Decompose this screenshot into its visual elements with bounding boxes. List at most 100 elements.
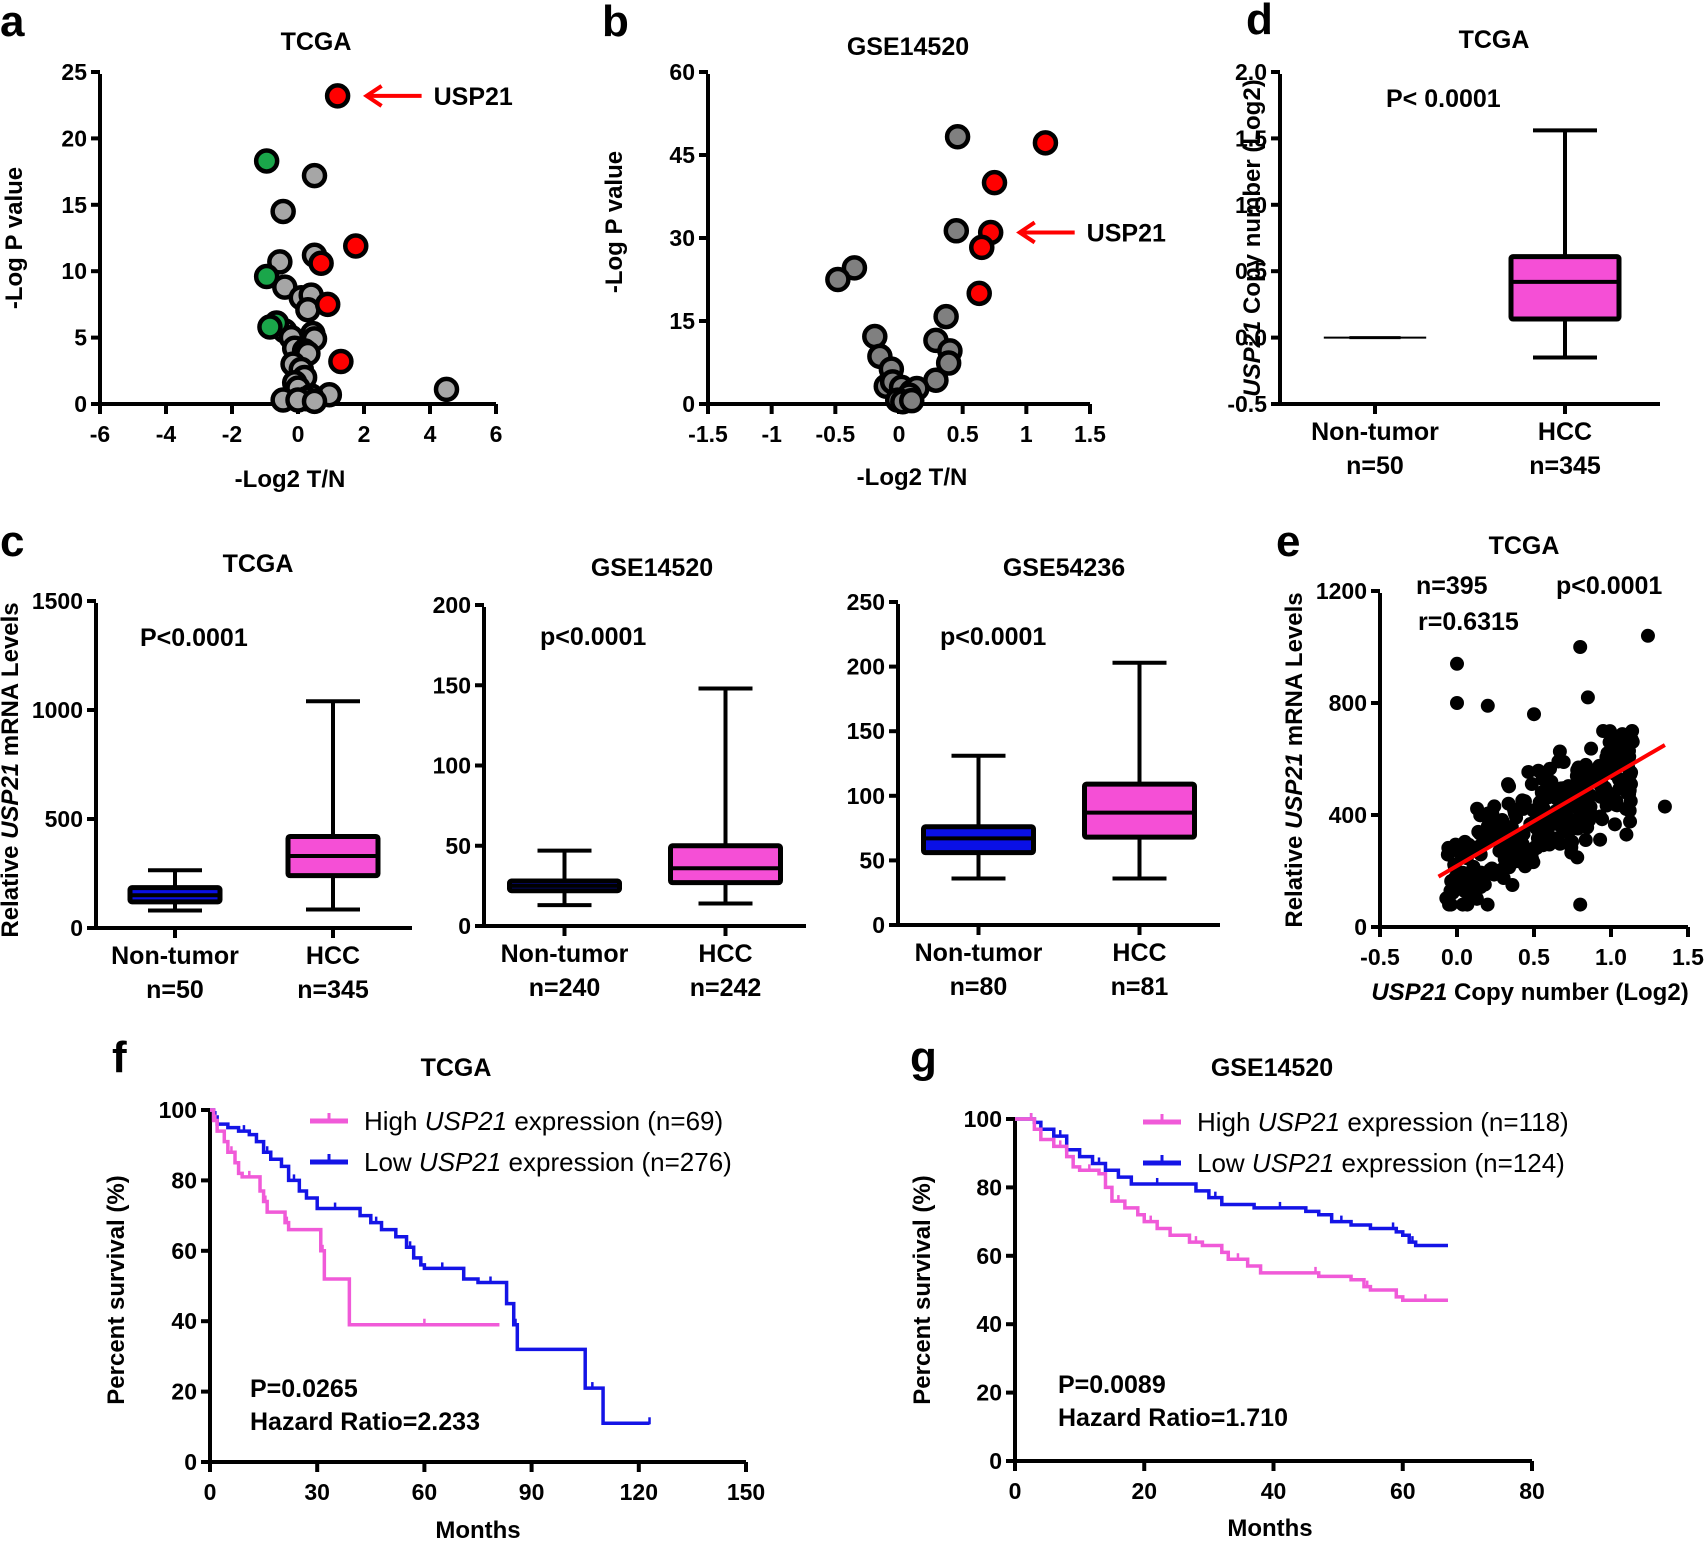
y-tick-label: 150 — [847, 718, 885, 744]
data-point-up — [314, 291, 341, 318]
y-tick-label: 0.5 — [1235, 258, 1267, 284]
data-point — [1570, 763, 1585, 778]
y-axis-label: USP21 Copy number (Log2) — [1239, 79, 1266, 396]
data-point-up — [1032, 130, 1059, 156]
panel-d: d TCGA -0.5 0.0 0.5 1.0 1.5 2.0 Non-tumor n=50 HCC… — [1227, 0, 1660, 480]
data-point — [1607, 817, 1622, 832]
x-tick-label: 0.0 — [1441, 944, 1473, 970]
data-point — [1545, 786, 1560, 801]
y-axis-label: Percent survival (%) — [103, 1175, 130, 1404]
x-tick-label: 0 — [1009, 1478, 1022, 1504]
x-tick-label: -1 — [761, 421, 782, 447]
panel-c1: c TCGA 0 500 1000 1500 Non-tumor n=50 HCC n=345 P<… — [0, 517, 412, 1004]
x-axis-label: Months — [1227, 1515, 1312, 1542]
data-point — [1524, 777, 1539, 792]
data-point-down — [253, 148, 280, 174]
hazard-ratio: Hazard Ratio=2.233 — [250, 1408, 480, 1436]
data-point — [1518, 859, 1533, 874]
y-tick-label: 250 — [847, 589, 885, 615]
x-tick-label: 150 — [727, 1479, 765, 1505]
panel-letter: d — [1246, 0, 1273, 44]
data-point — [1623, 814, 1638, 829]
data-point — [1483, 862, 1498, 877]
y-tick-label: 10 — [61, 258, 87, 284]
y-tick-label: 400 — [1329, 802, 1367, 828]
data-point-ns — [935, 350, 962, 376]
y-tick-label: 1000 — [32, 697, 83, 723]
y-axis-label: Relative USP21 mRNA Levels — [0, 602, 24, 937]
data-point-outlier — [1450, 696, 1464, 710]
x-tick-label: 40 — [1261, 1478, 1287, 1504]
y-tick-label: 30 — [669, 225, 695, 251]
category-n-label: n=50 — [146, 976, 204, 1004]
data-point-up — [324, 83, 351, 109]
y-tick-label: 15 — [61, 192, 87, 218]
panel-letter: e — [1276, 517, 1300, 566]
x-tick-label: 0 — [204, 1479, 217, 1505]
chart-title: TCGA — [1489, 532, 1560, 560]
x-tick-label: 120 — [620, 1479, 658, 1505]
y-tick-label: 500 — [45, 806, 83, 832]
data-point-outlier — [1573, 640, 1588, 654]
data-point-up — [343, 233, 369, 259]
x-tick-label: -6 — [90, 421, 110, 447]
category-label: Non-tumor — [915, 939, 1043, 967]
category-label: Non-tumor — [111, 942, 239, 970]
y-tick-label: 15 — [669, 308, 695, 334]
y-axis-label: -Log P value — [1, 167, 28, 309]
x-tick-label: 90 — [519, 1479, 545, 1505]
data-point — [1557, 824, 1572, 839]
legend-item: High USP21 expression (n=69) — [364, 1106, 723, 1136]
data-point — [1593, 832, 1608, 847]
y-tick-label: 60 — [669, 59, 695, 85]
p-label: p<0.0001 — [1556, 572, 1662, 600]
y-tick-label: 80 — [976, 1174, 1002, 1200]
y-tick-label: 100 — [159, 1097, 197, 1123]
y-tick-label: 20 — [61, 125, 87, 151]
data-point — [1625, 724, 1640, 738]
data-point — [1477, 877, 1492, 892]
y-tick-label: 100 — [847, 783, 885, 809]
legend-item: Low USP21 expression (n=124) — [1197, 1148, 1565, 1178]
x-tick-label: -2 — [222, 421, 242, 447]
x-tick-label: 60 — [412, 1479, 438, 1505]
x-tick-label: 0.5 — [1518, 944, 1550, 970]
annotation-label: USP21 — [1087, 219, 1166, 247]
category-n-label: n=50 — [1346, 452, 1404, 480]
data-point-ns — [270, 198, 296, 225]
x-tick-label: 80 — [1519, 1478, 1545, 1504]
data-point — [1455, 897, 1470, 912]
data-point-ns — [433, 376, 460, 403]
panel-letter: c — [0, 517, 24, 566]
y-axis-label: Relative USP21 mRNA Levels — [1281, 592, 1308, 927]
category-label: Non-tumor — [501, 940, 629, 968]
y-tick-label: 40 — [976, 1311, 1002, 1337]
chart-title: TCGA — [1459, 26, 1530, 54]
arrow-head-icon — [1016, 220, 1036, 245]
data-point — [1526, 803, 1541, 818]
data-point — [1594, 766, 1609, 781]
data-point — [1582, 807, 1597, 822]
survival-curve — [210, 1108, 500, 1327]
y-tick-label: 100 — [964, 1106, 1002, 1132]
category-label: Non-tumor — [1311, 418, 1439, 446]
panel-b: b GSE14520 0 15 30 45 60 -1.5 -1 -0.5 0 0.5 1 1.5 -Log… — [601, 0, 1166, 491]
data-point — [1556, 781, 1571, 796]
category-n-label: n=242 — [690, 974, 762, 1002]
data-point-ns — [898, 387, 925, 414]
category-n-label: n=345 — [1529, 452, 1601, 480]
data-point — [1517, 794, 1532, 809]
data-point — [1446, 841, 1461, 856]
data-point-down — [257, 314, 283, 340]
y-tick-label: 0 — [70, 915, 83, 941]
p-value: p<0.0001 — [940, 623, 1046, 651]
x-axis-label: Months — [435, 1517, 520, 1542]
p-value: P=0.0265 — [250, 1375, 358, 1403]
data-point-outlier — [1450, 656, 1464, 671]
data-point — [1529, 840, 1544, 855]
chart-title: GSE14520 — [1211, 1054, 1333, 1082]
y-tick-label: 800 — [1329, 690, 1367, 716]
y-tick-label: 40 — [171, 1308, 197, 1334]
panel-c3: GSE54236 0 50 100 150 200 250 Non-tumor n=80 HCC n… — [847, 554, 1220, 1001]
